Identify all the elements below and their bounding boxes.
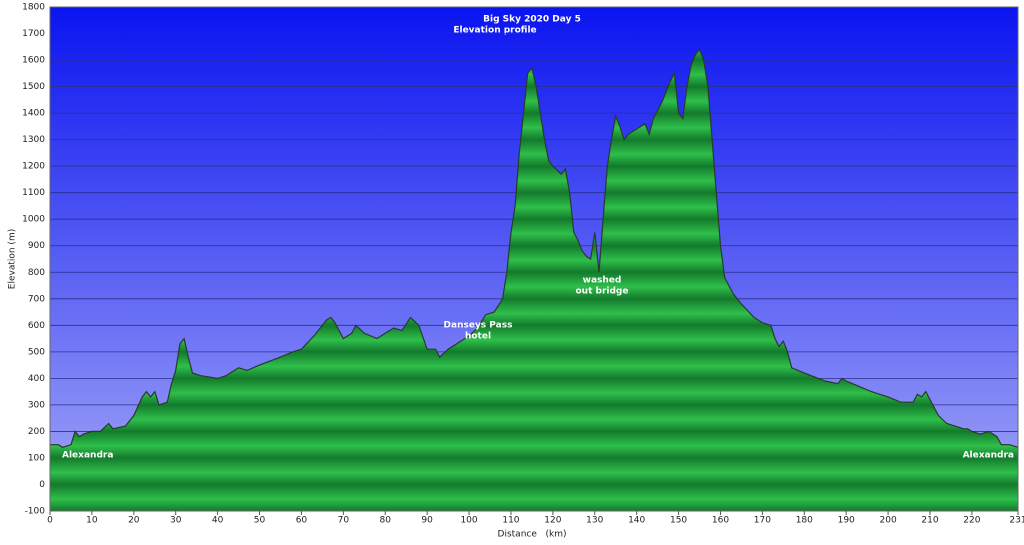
annotation: washed — [583, 276, 622, 286]
y-tick-label: 1200 — [22, 162, 45, 172]
annotation: Alexandra — [62, 451, 113, 461]
x-tick-label: 220 — [963, 516, 980, 526]
elevation-area — [50, 49, 1018, 512]
y-tick-label: 1700 — [22, 29, 45, 39]
x-axis-label: Distance (km) — [498, 530, 567, 540]
x-tick-label: 231 — [1009, 516, 1024, 526]
y-tick-label: 400 — [28, 374, 45, 384]
annotation: Danseys Pass — [444, 321, 513, 331]
y-tick-label: 0 — [39, 480, 45, 490]
x-tick-label: 20 — [128, 516, 140, 526]
x-tick-label: 0 — [47, 516, 53, 526]
x-tick-label: 60 — [296, 516, 308, 526]
x-tick-label: 120 — [544, 516, 561, 526]
y-tick-label: 1400 — [22, 109, 45, 119]
x-tick-label: 180 — [796, 516, 813, 526]
y-tick-label: 700 — [28, 294, 45, 304]
y-axis-label: Elevation (m) — [8, 229, 18, 289]
y-tick-label: 600 — [28, 321, 45, 331]
plot-frame — [49, 6, 1019, 512]
x-tick-label: 30 — [170, 516, 182, 526]
x-tick-label: 100 — [460, 516, 477, 526]
annotation: out bridge — [576, 287, 629, 297]
x-tick-label: 200 — [880, 516, 897, 526]
x-tick-label: 10 — [86, 516, 98, 526]
y-tick-label: -100 — [25, 507, 46, 517]
y-tick-label: 1000 — [22, 215, 45, 225]
y-tick-label: 1800 — [22, 3, 45, 13]
x-tick-label: 140 — [628, 516, 645, 526]
x-tick-label: 190 — [838, 516, 855, 526]
y-tick-label: 200 — [28, 427, 45, 437]
x-tick-label: 50 — [254, 516, 266, 526]
x-tick-label: 210 — [921, 516, 938, 526]
y-tick-label: 1600 — [22, 56, 45, 66]
y-tick-label: 100 — [28, 453, 45, 463]
y-tick-label: 1300 — [22, 135, 45, 145]
x-tick-label: 160 — [712, 516, 729, 526]
annotation: Alexandra — [963, 451, 1014, 461]
x-tick-label: 110 — [502, 516, 519, 526]
x-tick-label: 90 — [421, 516, 433, 526]
x-tick-label: 40 — [212, 516, 224, 526]
y-tick-label: 1100 — [22, 188, 45, 198]
chart-subtitle: Elevation profile — [453, 26, 536, 36]
elevation-line — [50, 48, 1019, 448]
x-tick-label: 150 — [670, 516, 687, 526]
x-tick-label: 70 — [338, 516, 350, 526]
y-tick-label: 800 — [28, 268, 45, 278]
x-tick-label: 80 — [380, 516, 392, 526]
x-tick-label: 130 — [586, 516, 603, 526]
x-tick-label: 170 — [754, 516, 771, 526]
annotation: hotel — [465, 332, 491, 342]
y-tick-label: 300 — [28, 400, 45, 410]
chart-title: Big Sky 2020 Day 5 — [483, 15, 581, 25]
y-tick-label: 1500 — [22, 82, 45, 92]
y-tick-label: 900 — [28, 241, 45, 251]
y-tick-label: 500 — [28, 347, 45, 357]
